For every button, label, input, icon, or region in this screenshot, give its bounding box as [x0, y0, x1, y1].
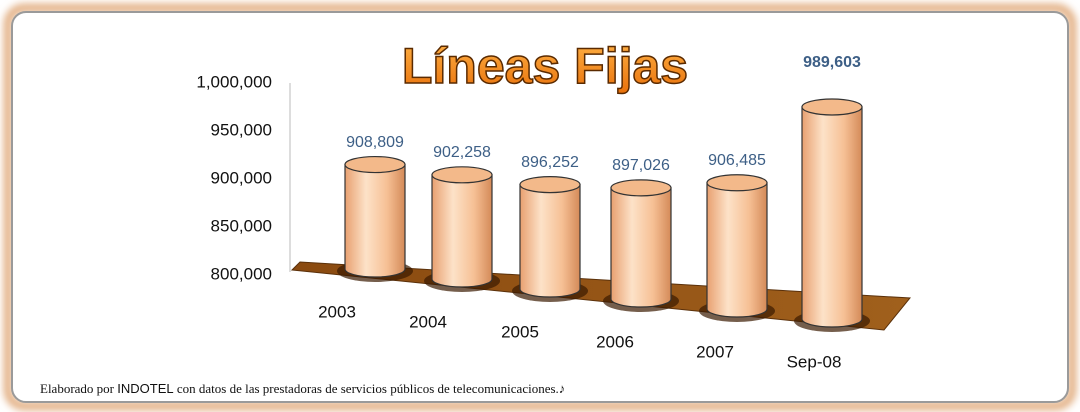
note-text: Elaborado por: [40, 381, 115, 396]
note-text: con datos de las prestadoras de servicio…: [177, 381, 565, 396]
chart-title: Líneas Fijas: [402, 38, 688, 94]
bar-body: [344, 163, 406, 278]
x-tick-label: 2007: [696, 342, 734, 361]
bar-top: [519, 175, 581, 194]
bar-top: [610, 179, 672, 197]
bar: [424, 166, 500, 292]
y-tick-label: 1,000,000: [196, 72, 272, 91]
value-label: 908,809: [346, 134, 404, 151]
x-tick-label: 2006: [596, 332, 634, 351]
note-brand: INDOTEL: [117, 381, 173, 396]
bar-body: [801, 106, 863, 328]
note: Elaborado por INDOTEL con datos de las p…: [40, 381, 565, 396]
x-tick-label: 2004: [409, 312, 447, 331]
value-label: 902,258: [433, 144, 491, 161]
bar-top: [801, 98, 863, 116]
bar-top: [431, 166, 493, 184]
bar: [337, 155, 413, 282]
x-tick-label: Sep-08: [787, 352, 842, 371]
y-tick-label: 850,000: [211, 216, 272, 235]
bar: [512, 175, 588, 302]
bar-body: [431, 174, 493, 288]
x-tick-label: 2005: [501, 322, 539, 341]
x-tick-label: 2003: [318, 302, 356, 321]
bar: [794, 98, 870, 332]
bar-body: [519, 183, 581, 298]
value-label: 896,252: [521, 154, 579, 171]
y-tick-label: 800,000: [211, 264, 272, 283]
bar: [603, 179, 679, 312]
y-tick-label: 900,000: [211, 168, 272, 187]
value-label: 897,026: [612, 157, 670, 174]
bar-top: [706, 174, 768, 192]
bar: [699, 174, 775, 322]
value-label: 906,485: [708, 152, 766, 169]
value-label: 989,603: [803, 54, 861, 71]
frame-glow: [4, 4, 1076, 410]
bar-body: [706, 182, 768, 318]
y-tick-label: 950,000: [211, 120, 272, 139]
marks: [337, 98, 870, 332]
bar-top: [344, 155, 406, 174]
bar-body: [610, 187, 672, 308]
